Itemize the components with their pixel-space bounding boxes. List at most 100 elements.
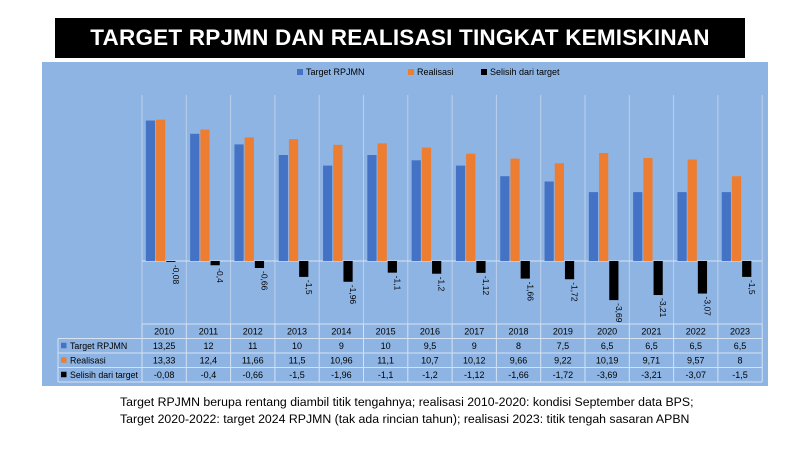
bar-chart: -0,08 -0,4 -0,66 -1,5 -1,96 -1,1 -1,2 -1,12 -1,6… <box>57 67 763 383</box>
selisih-bar <box>432 261 442 274</box>
table-cell: 9,66 <box>510 356 528 366</box>
selisih-bar <box>299 261 309 277</box>
target-bar <box>411 160 421 261</box>
table-cell: -1,5 <box>289 370 305 380</box>
target-bar <box>278 155 288 261</box>
selisih-bar <box>697 261 708 294</box>
target-bar <box>677 192 687 261</box>
realisasi-bar <box>244 137 254 261</box>
table-cell: 9,71 <box>643 356 661 366</box>
table-cell: -1,96 <box>331 370 352 380</box>
table-cell: -3,07 <box>685 370 706 380</box>
realisasi-bar <box>466 153 476 261</box>
table-cell: 9,22 <box>554 356 572 366</box>
table-cell: 10,12 <box>463 356 486 366</box>
table-cell: 10,96 <box>330 356 353 366</box>
table-cell: 11 <box>248 341 257 351</box>
table-cell: 11,1 <box>377 356 394 366</box>
table-cell: -0,66 <box>242 370 263 380</box>
selisih-bar <box>520 261 530 279</box>
selisih-data-label: -1,72 <box>570 282 580 302</box>
table-cell: -3,69 <box>597 370 618 380</box>
selisih-bar <box>166 261 176 262</box>
tick-label: 2015 <box>376 327 396 337</box>
tick-label: 2017 <box>464 327 484 337</box>
tick-label: 2020 <box>597 327 617 337</box>
table-cell: -0,08 <box>154 370 175 380</box>
legend-label-2: Realisasi <box>417 67 454 77</box>
table-cell: 9 <box>472 341 477 351</box>
table-cell: 9,57 <box>687 356 705 366</box>
table-cell: -1,5 <box>732 370 748 380</box>
table-cell: -1,12 <box>464 370 485 380</box>
table-cell: 7,5 <box>557 341 570 351</box>
target-bar <box>190 133 200 261</box>
target-bar <box>544 181 554 261</box>
table-cell: -1,2 <box>422 370 438 380</box>
selisih-bar <box>653 261 663 296</box>
realisasi-bar <box>731 176 742 261</box>
tick-label: 2019 <box>553 327 573 337</box>
selisih-data-label: -3,69 <box>614 303 624 323</box>
table-cell: 8 <box>738 356 743 366</box>
table-cell: 12,4 <box>200 356 218 366</box>
selisih-data-label: -1,66 <box>525 282 535 302</box>
table-cell: 9,5 <box>424 341 437 351</box>
tick-label: 2014 <box>331 327 351 337</box>
realisasi-bar <box>687 159 697 261</box>
selisih-data-label: -0,4 <box>215 268 225 283</box>
selisih-bar <box>254 261 265 268</box>
table-cell: -1,1 <box>378 370 394 380</box>
table-cell: -1,66 <box>508 370 529 380</box>
realisasi-bar <box>421 147 432 261</box>
table-cell: 13,33 <box>153 356 176 366</box>
table-cell: 11,66 <box>242 356 264 366</box>
selisih-data-label: -1,5 <box>304 280 314 295</box>
target-bar <box>367 155 377 261</box>
target-bar <box>633 192 643 261</box>
selisih-bar <box>210 261 220 266</box>
chart-panel: -0,08 -0,4 -0,66 -1,5 -1,96 -1,1 -1,2 -1,12 -1,6… <box>42 62 768 386</box>
table-cell: 10,19 <box>596 356 619 366</box>
realisasi-bar <box>333 144 343 261</box>
table-cell: 6,5 <box>645 341 658 351</box>
selisih-data-label: -1,5 <box>747 280 757 295</box>
selisih-data-label: -3,21 <box>658 298 668 318</box>
caption-line-2: Target 2020-2022: target 2024 RPJMN (tak… <box>120 412 690 426</box>
table-legend-key <box>61 371 67 378</box>
selisih-data-label: -1,1 <box>392 276 402 291</box>
table-cell: 9 <box>339 341 344 351</box>
table-cell: 8 <box>516 341 521 351</box>
target-bar <box>234 144 244 261</box>
realisasi-bar <box>377 143 387 261</box>
legend-swatch-2 <box>408 69 414 75</box>
tick-label: 2018 <box>509 327 529 337</box>
chart-title: TARGET RPJMN DAN REALISASI TINGKAT KEMIS… <box>55 18 745 58</box>
target-bar <box>455 165 466 261</box>
tick-label: 2021 <box>641 327 661 337</box>
table-cell: 13,25 <box>153 341 176 351</box>
table-legend-key <box>61 357 67 363</box>
tick-label: 2011 <box>199 327 218 337</box>
selisih-bar <box>387 261 397 273</box>
tick-label: 2012 <box>243 327 263 337</box>
table-cell: 6,5 <box>601 341 614 351</box>
realisasi-bar <box>510 158 520 261</box>
legend-label-3: Selisih dari target <box>490 67 560 77</box>
table-cell: -3,21 <box>641 370 662 380</box>
table-cell: 12 <box>203 341 213 351</box>
target-bar <box>323 165 333 261</box>
table-cell: 11,5 <box>289 356 306 366</box>
target-bar <box>145 120 156 261</box>
realisasi-bar <box>599 152 609 261</box>
target-bar <box>588 192 599 261</box>
legend-label-1: Target RPJMN <box>306 67 365 77</box>
table-cell: 10 <box>292 341 302 351</box>
realisasi-bar <box>288 139 299 261</box>
table-cell: 10 <box>381 341 391 351</box>
table-cell: -1,72 <box>553 370 574 380</box>
caption-line-1: Target RPJMN berupa rentang diambil titi… <box>120 395 694 409</box>
realisasi-bar <box>554 163 564 261</box>
tick-label: 2016 <box>420 327 440 337</box>
selisih-data-label: -3,07 <box>702 297 712 317</box>
